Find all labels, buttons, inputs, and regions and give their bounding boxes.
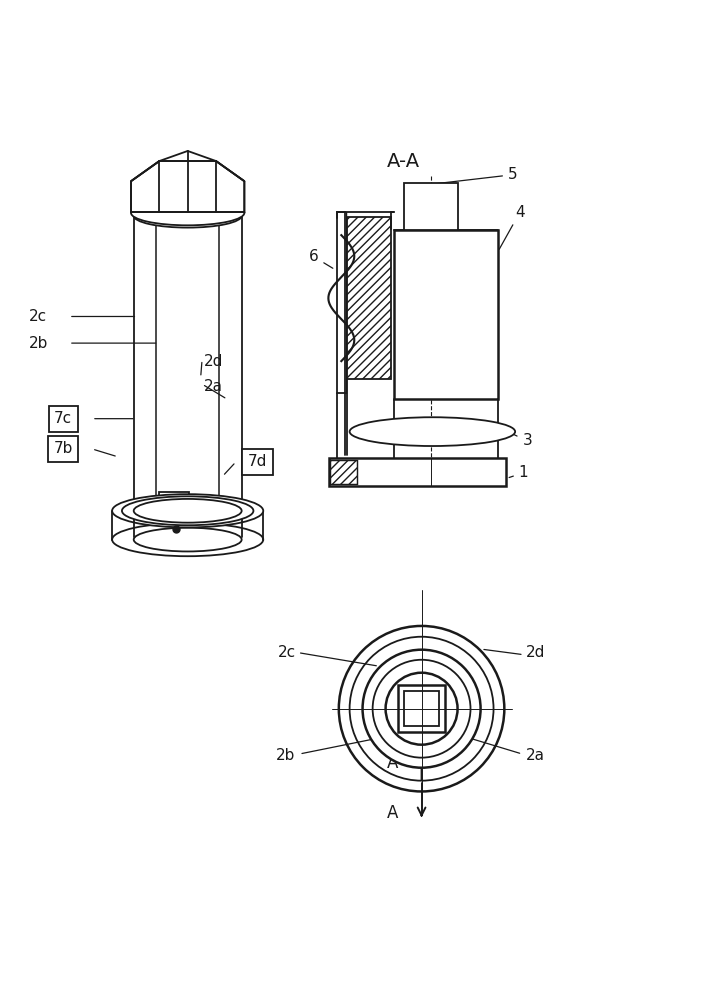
Circle shape bbox=[363, 650, 480, 768]
Circle shape bbox=[373, 660, 470, 758]
Circle shape bbox=[386, 673, 458, 745]
Bar bbox=[337, 212, 345, 393]
Text: 2d: 2d bbox=[526, 645, 545, 660]
Text: 2b: 2b bbox=[29, 336, 49, 351]
Ellipse shape bbox=[134, 528, 242, 551]
Text: 2d: 2d bbox=[205, 354, 223, 369]
Ellipse shape bbox=[157, 209, 219, 223]
Text: 4: 4 bbox=[499, 205, 525, 249]
Bar bbox=[331, 460, 357, 484]
Circle shape bbox=[339, 626, 505, 791]
Bar bbox=[404, 691, 439, 726]
Bar bbox=[330, 458, 507, 486]
Ellipse shape bbox=[134, 204, 242, 228]
Text: A-A: A-A bbox=[387, 152, 420, 171]
Text: 7b: 7b bbox=[53, 441, 73, 456]
Text: 2a: 2a bbox=[526, 748, 545, 763]
Bar bbox=[404, 183, 458, 230]
Text: 7d: 7d bbox=[248, 454, 267, 469]
Ellipse shape bbox=[131, 200, 245, 225]
Text: A: A bbox=[387, 754, 398, 772]
Text: A: A bbox=[387, 804, 398, 822]
Text: 2c: 2c bbox=[29, 309, 47, 324]
Text: 1: 1 bbox=[509, 465, 529, 480]
Bar bbox=[397, 685, 446, 732]
Ellipse shape bbox=[112, 523, 264, 556]
Ellipse shape bbox=[349, 417, 515, 446]
Bar bbox=[394, 230, 498, 399]
Text: 5: 5 bbox=[411, 167, 518, 187]
Ellipse shape bbox=[134, 499, 242, 523]
Ellipse shape bbox=[122, 496, 253, 525]
Text: 3: 3 bbox=[510, 433, 532, 448]
Ellipse shape bbox=[112, 494, 264, 527]
Text: 7a: 7a bbox=[165, 498, 183, 513]
Bar bbox=[347, 217, 392, 379]
Polygon shape bbox=[131, 161, 245, 212]
Circle shape bbox=[349, 637, 494, 781]
Text: 2a: 2a bbox=[205, 379, 223, 394]
Text: 2c: 2c bbox=[277, 645, 296, 660]
Text: 2b: 2b bbox=[276, 748, 296, 763]
Text: 6: 6 bbox=[309, 249, 333, 268]
Text: 7c: 7c bbox=[54, 411, 72, 426]
